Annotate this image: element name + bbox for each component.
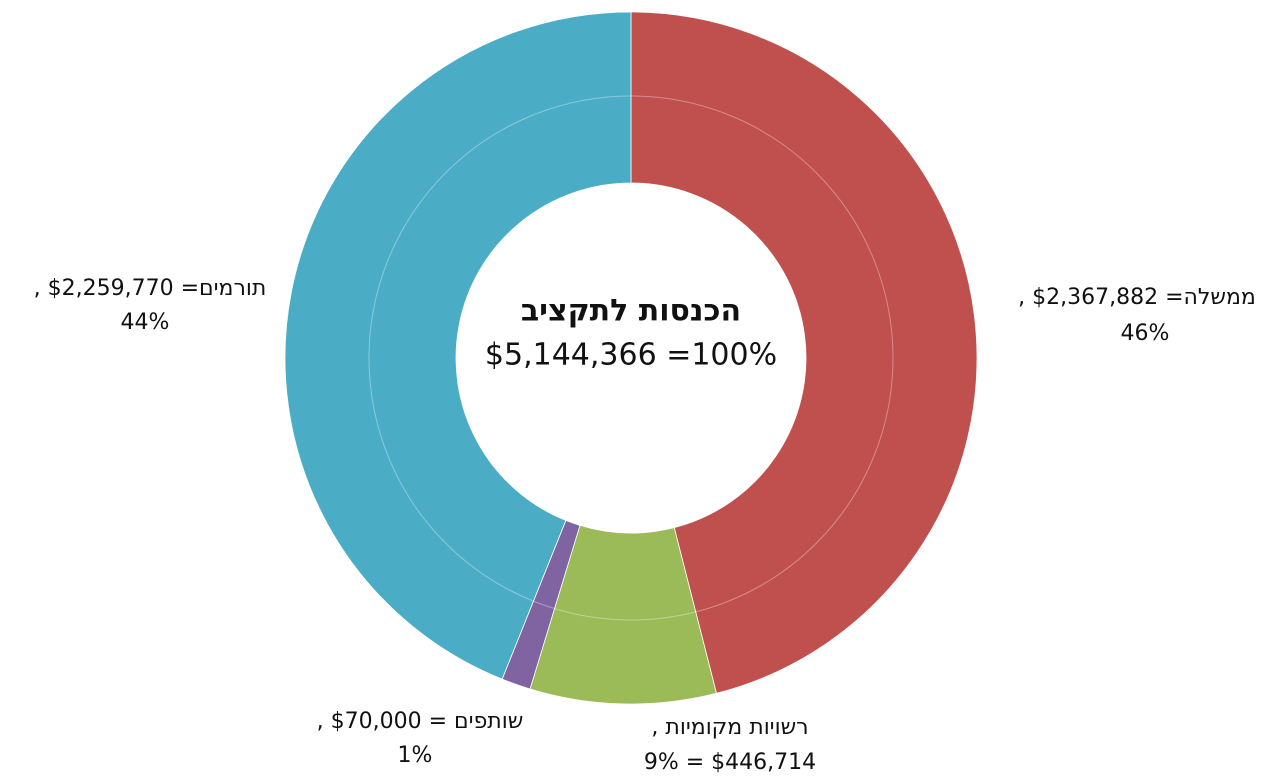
data-label: 1% [398, 743, 433, 768]
data-label: ממשלה= $2,367,882 , [1018, 285, 1256, 310]
slice [284, 11, 632, 680]
center-title: הכנסות לתקציב [521, 294, 741, 329]
inner-ring [368, 95, 894, 621]
data-label: $446,714 = 9% [644, 750, 816, 775]
data-label: רשויות מקומיות , [651, 715, 808, 740]
data-label: תורמים= $2,259,770 , [34, 276, 267, 301]
data-label: 44% [121, 310, 170, 335]
slice [630, 11, 978, 694]
slices [284, 11, 978, 705]
center-label: $5,144,366 =100% [485, 338, 777, 373]
data-label: שותפים = $70,000 , [317, 709, 524, 734]
data-label: 46% [1121, 321, 1170, 346]
